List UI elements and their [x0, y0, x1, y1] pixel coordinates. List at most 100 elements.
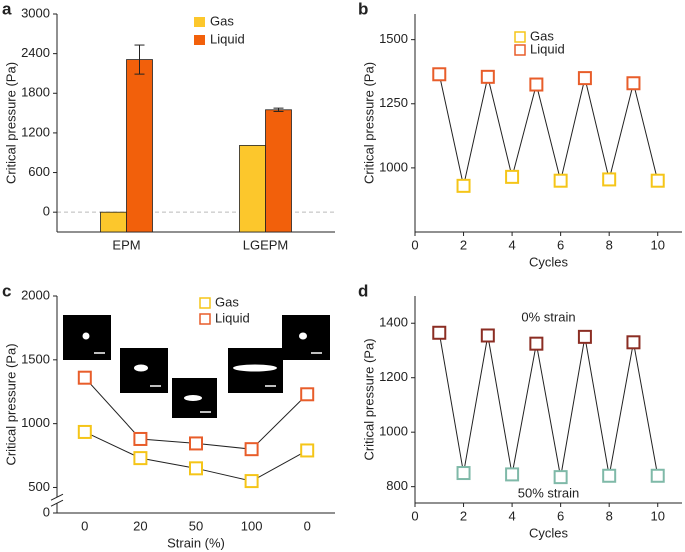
- droplet: [134, 364, 148, 372]
- y-tick-label: 1400: [379, 315, 408, 330]
- y-tick-label: 1500: [21, 351, 50, 366]
- marker: [133, 451, 148, 466]
- marker: [650, 468, 665, 483]
- droplet: [233, 364, 277, 372]
- y-tick-label: 2000: [21, 287, 50, 302]
- inset-images: [63, 315, 330, 418]
- droplet: [82, 332, 90, 340]
- marker: [244, 474, 259, 489]
- series-label: 0% strain: [521, 309, 575, 324]
- y-tick-label: 500: [28, 479, 50, 494]
- legend-swatch: [199, 297, 211, 309]
- error-bar: [273, 107, 284, 112]
- marker: [650, 173, 665, 188]
- y-tick-label: 1500: [379, 31, 408, 46]
- y-axis-title: Critical pressure (Pa): [361, 338, 376, 460]
- bar: [126, 59, 153, 233]
- y-tick-label: 1800: [21, 85, 50, 100]
- series-label: 50% strain: [518, 485, 579, 500]
- y-axis-title: Critical pressure (Pa): [3, 62, 18, 184]
- x-tick-label: 10: [650, 508, 664, 523]
- droplet: [184, 395, 202, 401]
- x-tick-label: 2: [460, 237, 467, 252]
- x-tick-label: 2: [460, 508, 467, 523]
- connecting-line: [438, 74, 659, 186]
- x-axis-title: Cycles: [529, 525, 569, 540]
- marker: [432, 325, 447, 340]
- x-tick-label: 4: [508, 508, 515, 523]
- droplet: [299, 332, 307, 340]
- marker: [602, 172, 617, 187]
- y-tick-label: 600: [28, 164, 50, 179]
- x-tick-label: 0: [81, 518, 88, 533]
- panel-label: b: [358, 0, 368, 18]
- y-tick-label: 2400: [21, 45, 50, 60]
- x-tick-label: 10: [650, 237, 664, 252]
- legend-label: Gas: [210, 13, 234, 28]
- marker: [553, 470, 568, 485]
- x-tick-label: 4: [508, 237, 515, 252]
- x-tick-label: 100: [241, 518, 263, 533]
- y-tick-label: 1000: [379, 159, 408, 174]
- marker: [602, 468, 617, 483]
- marker: [244, 442, 259, 457]
- marker: [626, 76, 641, 91]
- legend-label: Gas: [530, 28, 554, 43]
- connecting-line: [438, 332, 659, 478]
- y-axis-title: Critical pressure (Pa): [3, 343, 18, 465]
- marker: [133, 431, 148, 446]
- axis-break-gap: [52, 497, 62, 504]
- marker: [529, 336, 544, 351]
- panel-label: a: [2, 0, 12, 18]
- x-tick-label: 6: [557, 237, 564, 252]
- axis-break: [50, 499, 64, 507]
- x-tick-label: 50: [189, 518, 203, 533]
- y-tick-label: 800: [386, 478, 408, 493]
- x-axis-title: Cycles: [529, 254, 569, 269]
- x-tick-label: LGEPM: [243, 237, 289, 252]
- legend-label: Liquid: [530, 41, 565, 56]
- marker: [626, 335, 641, 350]
- marker: [505, 169, 520, 184]
- legend-swatch: [514, 31, 526, 43]
- x-tick-label: 0: [304, 518, 311, 533]
- legend-swatch: [194, 17, 205, 27]
- y-tick-label: 1000: [379, 424, 408, 439]
- marker: [189, 436, 203, 451]
- marker: [480, 69, 495, 84]
- y-axis-title: Critical pressure (Pa): [361, 62, 376, 184]
- panel-label: c: [2, 281, 11, 300]
- x-tick-label: 8: [606, 237, 613, 252]
- legend-label: Liquid: [215, 310, 250, 325]
- y-tick-label: 1200: [21, 124, 50, 139]
- legend-label: Gas: [215, 294, 239, 309]
- marker: [456, 178, 471, 193]
- y-tick-label: 0: [43, 504, 50, 519]
- y-tick-label: 1200: [379, 369, 408, 384]
- bar: [100, 211, 127, 233]
- y-tick-label: 0: [43, 204, 50, 219]
- x-tick-label: 20: [133, 518, 147, 533]
- legend-swatch: [194, 35, 205, 45]
- legend-label: Liquid: [210, 31, 245, 46]
- marker: [505, 467, 520, 482]
- marker: [300, 443, 315, 458]
- marker: [577, 71, 592, 86]
- marker: [189, 461, 203, 476]
- error-bar: [134, 44, 145, 75]
- panel-label: d: [358, 281, 368, 300]
- legend-swatch: [514, 44, 526, 56]
- marker: [529, 77, 544, 92]
- marker: [480, 328, 495, 343]
- x-tick-label: 0: [411, 237, 418, 252]
- marker: [553, 173, 568, 188]
- marker: [300, 387, 315, 402]
- y-tick-label: 1250: [379, 95, 408, 110]
- marker: [456, 466, 471, 481]
- y-tick-label: 3000: [21, 5, 50, 20]
- x-tick-label: 8: [606, 508, 613, 523]
- bar: [265, 109, 292, 233]
- legend-swatch: [199, 313, 211, 325]
- axis-break: [50, 493, 64, 501]
